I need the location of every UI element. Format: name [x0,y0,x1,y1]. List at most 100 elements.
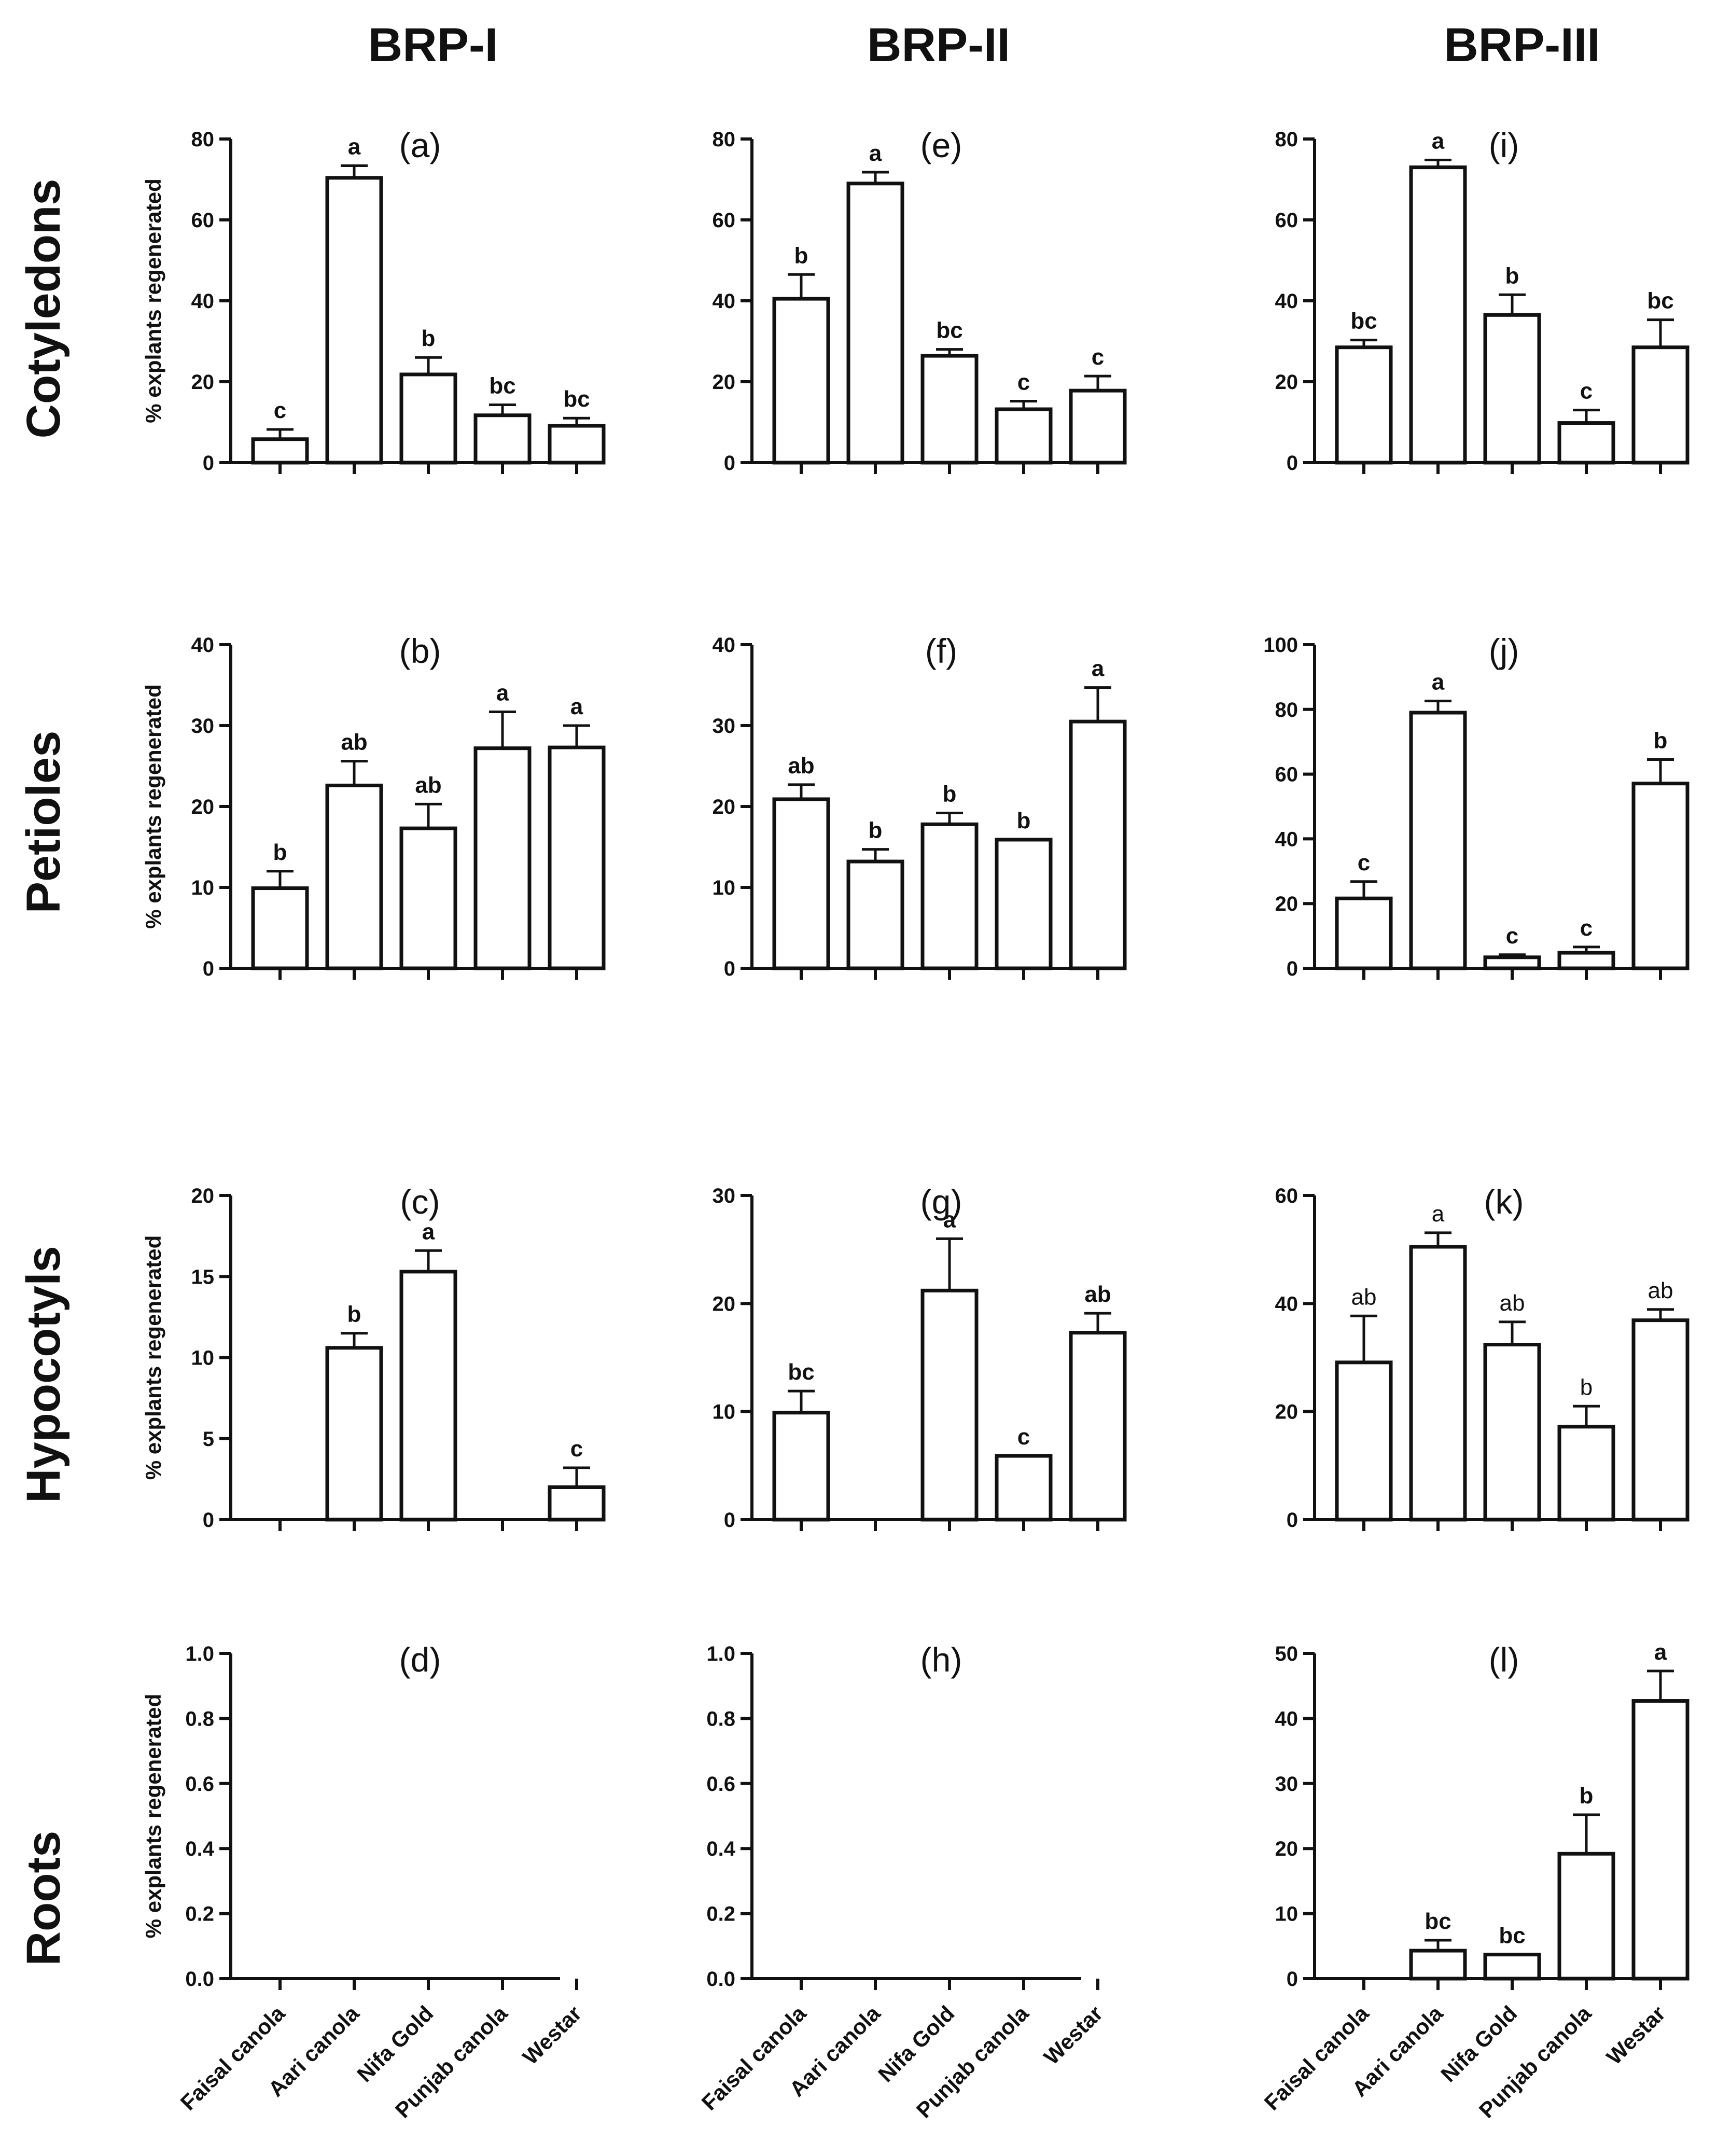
bar-punjab-canola [995,407,1053,465]
bar-westar [1631,345,1690,465]
y-tick-label: 20 [1275,1838,1299,1860]
y-tick-label: 0.2 [706,1903,735,1926]
bar-westar [1069,388,1127,465]
y-tick-label: 0.4 [706,1838,735,1860]
significance-letter: a [943,1207,956,1232]
significance-letter: a [1654,1639,1667,1665]
panel-label: (d) [399,1640,441,1679]
bar-punjab-canola [473,413,532,465]
y-tick-label: 80 [713,128,736,151]
y-tick-label: 0 [724,452,735,475]
y-tick-label: 10 [1275,1903,1299,1926]
bar-punjab-canola [1557,1852,1615,1981]
y-tick-label: 0.4 [185,1838,214,1860]
y-tick-label: 0 [1287,957,1298,980]
significance-letter: a [570,694,583,719]
y-axis-label: % explants regenerated [141,1235,165,1480]
y-tick-label: 40 [1275,290,1299,313]
category-label: Westar [518,2001,587,2069]
bar-aari-canola [325,1346,383,1522]
y-tick-label: 20 [1275,371,1299,394]
significance-letter: a [1432,670,1445,695]
category-label: Westar [1039,2001,1108,2069]
y-tick-label: 40 [713,634,736,657]
bar-aari-canola [846,182,904,465]
bar-westar [1631,782,1690,970]
y-axis-label: % explants regenerated [141,1694,165,1939]
y-tick-label: 20 [191,796,215,818]
significance-letter: b [1580,1783,1594,1809]
bar-faisal-canola [1335,896,1393,970]
bar-aari-canola [325,176,383,465]
bar-punjab-canola [1557,1425,1615,1522]
bar-nifa-gold [1483,1953,1541,1981]
y-tick-label: 60 [1275,763,1299,786]
y-tick-label: 0 [724,1509,735,1532]
y-axis-label: % explants regenerated [141,684,165,929]
significance-letter: c [274,398,286,423]
column-title-brp-i: BRP-I [368,19,498,72]
panel-f: 0 10 20 30 40 (f) ab b b b a [713,632,1127,980]
panel-j: 0 20 40 60 80 100 (j) c a c c b [1263,632,1690,980]
bar-aari-canola [1409,1949,1467,1981]
y-axis-label: % explants regenerated [141,178,165,423]
panel-label: (f) [925,632,957,670]
panel-label: (b) [399,632,441,670]
y-tick-label: 20 [713,796,736,818]
bar-aari-canola [1409,711,1467,970]
y-tick-label: 100 [1263,634,1298,657]
significance-letter: b [1654,728,1668,754]
bar-faisal-canola [251,886,309,970]
panel-k: 0 20 40 60 (k) ab a ab b ab [1275,1183,1690,1532]
y-tick-label: 40 [1275,828,1299,851]
y-tick-label: 20 [1275,1401,1299,1424]
bar-punjab-canola [1557,421,1615,465]
panel-c: 0 5 10 15 20 % explants regenerated (c) b a c [141,1183,606,1532]
y-tick-label: 0 [203,957,214,980]
panel-label: (l) [1489,1640,1519,1679]
y-tick-label: 0.0 [706,1968,735,1991]
y-tick-label: 20 [191,371,215,394]
y-tick-label: 20 [713,371,736,394]
bar-westar [1631,1699,1690,1981]
panel-label: (k) [1484,1183,1524,1221]
significance-letter: ab [1351,1284,1377,1310]
bar-faisal-canola [772,1411,830,1522]
y-tick-label: 10 [713,1401,736,1424]
bar-faisal-canola [772,797,830,970]
y-tick-label: 40 [1275,1707,1299,1730]
significance-letter: c [1580,379,1593,404]
significance-letter: b [1580,1374,1593,1400]
row-title-roots: Roots [17,1831,70,1966]
y-tick-label: 1.0 [185,1643,214,1665]
panel-label: (c) [400,1183,440,1221]
y-tick-label: 0.6 [706,1773,735,1796]
significance-letter: bc [489,373,515,398]
y-tick-label: 80 [1275,128,1299,151]
bar-faisal-canola [1335,1360,1393,1522]
bar-nifa-gold [920,354,979,465]
y-tick-label: 0 [724,957,735,980]
significance-letter: a [496,680,509,705]
y-tick-label: 0.8 [706,1707,735,1730]
significance-letter: a [348,134,361,159]
y-tick-label: 80 [191,128,215,151]
bar-punjab-canola [995,838,1053,970]
y-tick-label: 80 [1275,699,1299,721]
category-label: Faisal canola [1260,2001,1374,2115]
significance-letter: a [1092,656,1105,681]
y-tick-label: 0.2 [185,1903,214,1926]
significance-letter: c [1017,369,1030,395]
y-tick-label: 60 [191,209,215,232]
category-label: Faisal canola [697,2001,811,2115]
bar-aari-canola [846,859,904,970]
y-tick-label: 0.0 [185,1968,214,1991]
significance-letter: c [1017,1424,1030,1450]
significance-letter: b [869,818,883,843]
y-tick-label: 0 [1287,452,1298,475]
y-tick-label: 30 [713,715,736,738]
row-title-cotyledons: Cotyledons [17,179,70,439]
y-tick-label: 0 [203,452,214,475]
